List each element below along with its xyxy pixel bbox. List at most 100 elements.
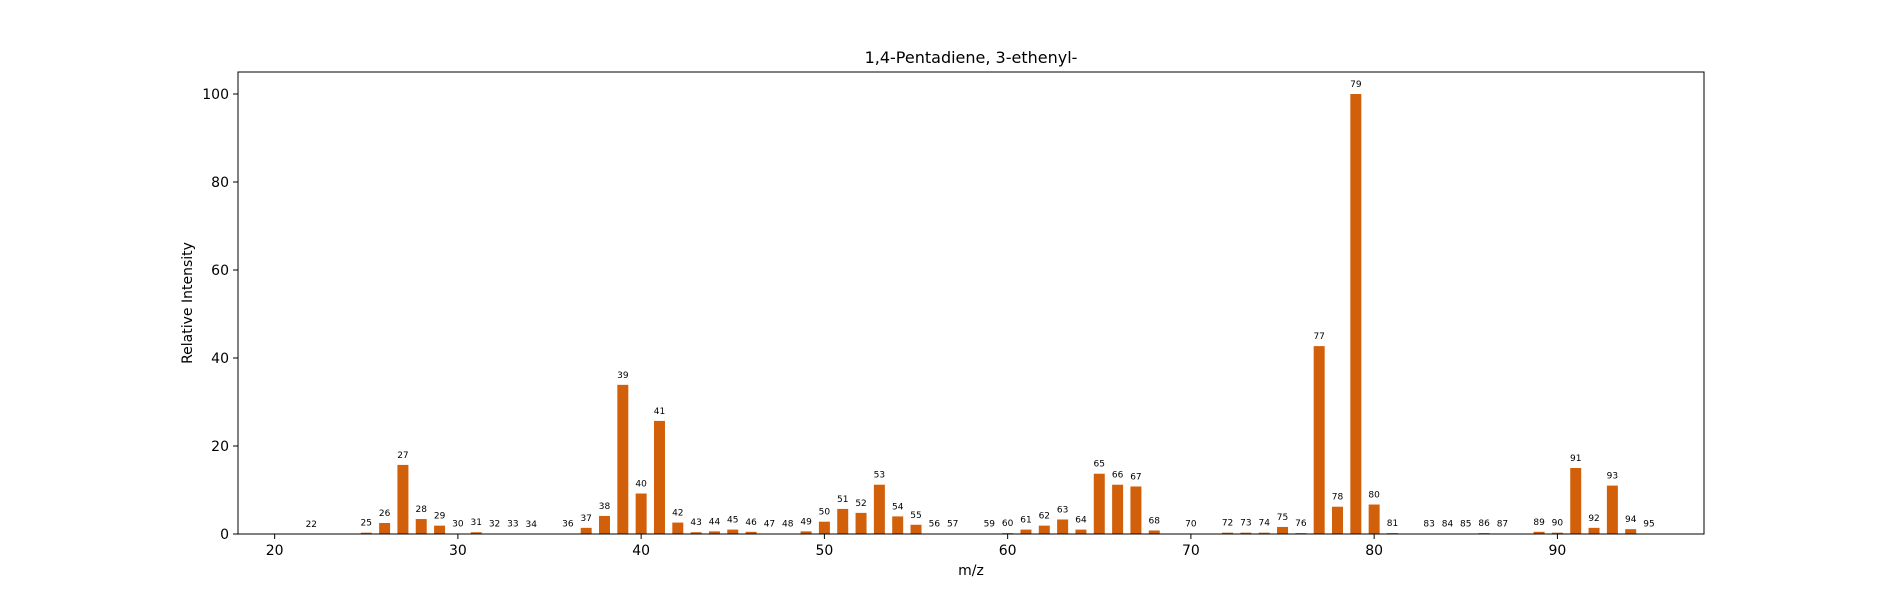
bar-label-mz-43: 43 [690, 518, 701, 528]
bar-label-mz-51: 51 [837, 495, 848, 505]
bar-mz-63 [1057, 519, 1069, 534]
x-axis-label: m/z [958, 563, 984, 579]
bar-label-mz-85: 85 [1460, 520, 1471, 530]
y-tick-label: 100 [202, 87, 229, 103]
bar-label-mz-83: 83 [1423, 520, 1434, 530]
bar-mz-91 [1570, 468, 1582, 534]
bar-label-mz-61: 61 [1020, 516, 1031, 526]
bar-label-mz-81: 81 [1387, 519, 1398, 529]
y-tick-label: 0 [220, 527, 229, 543]
bar-mz-55 [910, 524, 922, 534]
bar-label-mz-75: 75 [1277, 513, 1288, 523]
bar-mz-73 [1240, 532, 1252, 534]
bar-mz-74 [1258, 532, 1270, 534]
y-tick-label: 80 [211, 175, 229, 191]
bar-mz-37 [580, 527, 592, 534]
bar-label-mz-94: 94 [1625, 515, 1637, 525]
bar-mz-29 [434, 525, 446, 534]
bar-label-mz-59: 59 [984, 520, 996, 530]
bar-label-mz-40: 40 [635, 480, 647, 490]
bar-mz-28 [415, 519, 427, 534]
x-tick-label: 50 [815, 543, 833, 559]
bar-label-mz-95: 95 [1643, 520, 1654, 530]
bar-mz-51 [837, 508, 849, 534]
bar-label-mz-52: 52 [855, 499, 866, 509]
x-tick-label: 40 [632, 543, 650, 559]
bar-label-mz-90: 90 [1552, 519, 1564, 529]
bar-label-mz-73: 73 [1240, 519, 1251, 529]
bar-label-mz-66: 66 [1112, 471, 1124, 481]
bar-label-mz-67: 67 [1130, 472, 1141, 482]
bar-label-mz-89: 89 [1533, 518, 1545, 528]
bar-mz-50 [818, 521, 830, 534]
bar-label-mz-47: 47 [764, 520, 775, 530]
bar-label-mz-55: 55 [910, 511, 921, 521]
bar-label-mz-42: 42 [672, 509, 683, 519]
bar-mz-46 [745, 531, 757, 534]
chart-title: 1,4-Pentadiene, 3-ethenyl- [865, 48, 1078, 67]
bar-label-mz-92: 92 [1588, 514, 1599, 524]
bar-label-mz-72: 72 [1222, 519, 1233, 529]
bar-label-mz-50: 50 [819, 508, 831, 518]
bar-mz-44 [708, 531, 720, 534]
bar-mz-72 [1222, 532, 1234, 534]
bar-label-mz-91: 91 [1570, 454, 1581, 464]
bar-label-mz-76: 76 [1295, 519, 1307, 529]
bar-label-mz-41: 41 [654, 407, 665, 417]
x-tick-label: 80 [1365, 543, 1383, 559]
bar-label-mz-27: 27 [397, 451, 408, 461]
bar-mz-42 [672, 522, 684, 534]
bar-labels-group: 22 25 26 27 28 29 30 31 32 33 34 36 37 38 39 40 41 42 43 44… [306, 80, 1655, 530]
bar-mz-53 [873, 484, 885, 534]
bar-mz-93 [1606, 485, 1618, 534]
bar-label-mz-48: 48 [782, 520, 794, 530]
bar-label-mz-37: 37 [580, 514, 591, 524]
bar-label-mz-26: 26 [379, 509, 391, 519]
bar-mz-40 [635, 493, 647, 534]
bar-label-mz-56: 56 [929, 520, 941, 530]
bar-mz-67 [1130, 486, 1142, 534]
bar-mz-43 [690, 532, 702, 534]
bar-mz-64 [1075, 529, 1087, 534]
bar-mz-79 [1350, 94, 1362, 534]
bar-label-mz-34: 34 [525, 520, 537, 530]
bars-group [305, 94, 1655, 534]
y-tick-label: 40 [211, 351, 229, 367]
bar-label-mz-36: 36 [562, 520, 574, 530]
bar-label-mz-60: 60 [1002, 519, 1014, 529]
bar-label-mz-32: 32 [489, 520, 500, 530]
bar-mz-90 [1551, 532, 1563, 534]
bar-mz-26 [379, 523, 391, 534]
x-tick-label: 90 [1548, 543, 1566, 559]
bar-mz-94 [1625, 529, 1637, 534]
bar-mz-41 [653, 420, 665, 534]
bar-mz-66 [1112, 484, 1124, 534]
bar-label-mz-64: 64 [1075, 516, 1087, 526]
bar-label-mz-77: 77 [1313, 332, 1324, 342]
bar-label-mz-93: 93 [1607, 472, 1618, 482]
bar-mz-62 [1038, 525, 1050, 534]
bar-label-mz-74: 74 [1258, 519, 1270, 529]
bar-mz-49 [800, 531, 812, 534]
bar-mz-75 [1277, 526, 1289, 534]
bar-label-mz-33: 33 [507, 520, 518, 530]
bar-label-mz-44: 44 [709, 517, 721, 527]
bar-mz-52 [855, 512, 867, 534]
bar-mz-89 [1533, 531, 1545, 534]
bar-mz-65 [1093, 473, 1105, 534]
bar-label-mz-80: 80 [1368, 491, 1380, 501]
bar-label-mz-39: 39 [617, 371, 629, 381]
bar-mz-92 [1588, 527, 1600, 534]
bar-label-mz-46: 46 [745, 518, 757, 528]
bar-mz-68 [1148, 530, 1160, 534]
x-axis-ticks: 20 30 40 50 60 70 80 90 [266, 534, 1566, 559]
bar-label-mz-28: 28 [416, 505, 428, 515]
x-tick-label: 60 [999, 543, 1017, 559]
bar-label-mz-25: 25 [361, 519, 372, 529]
x-tick-label: 70 [1182, 543, 1200, 559]
y-axis-ticks: 0 20 40 60 80 100 [202, 87, 238, 543]
bar-label-mz-54: 54 [892, 502, 904, 512]
bar-mz-77 [1313, 346, 1325, 534]
bar-label-mz-62: 62 [1039, 512, 1050, 522]
